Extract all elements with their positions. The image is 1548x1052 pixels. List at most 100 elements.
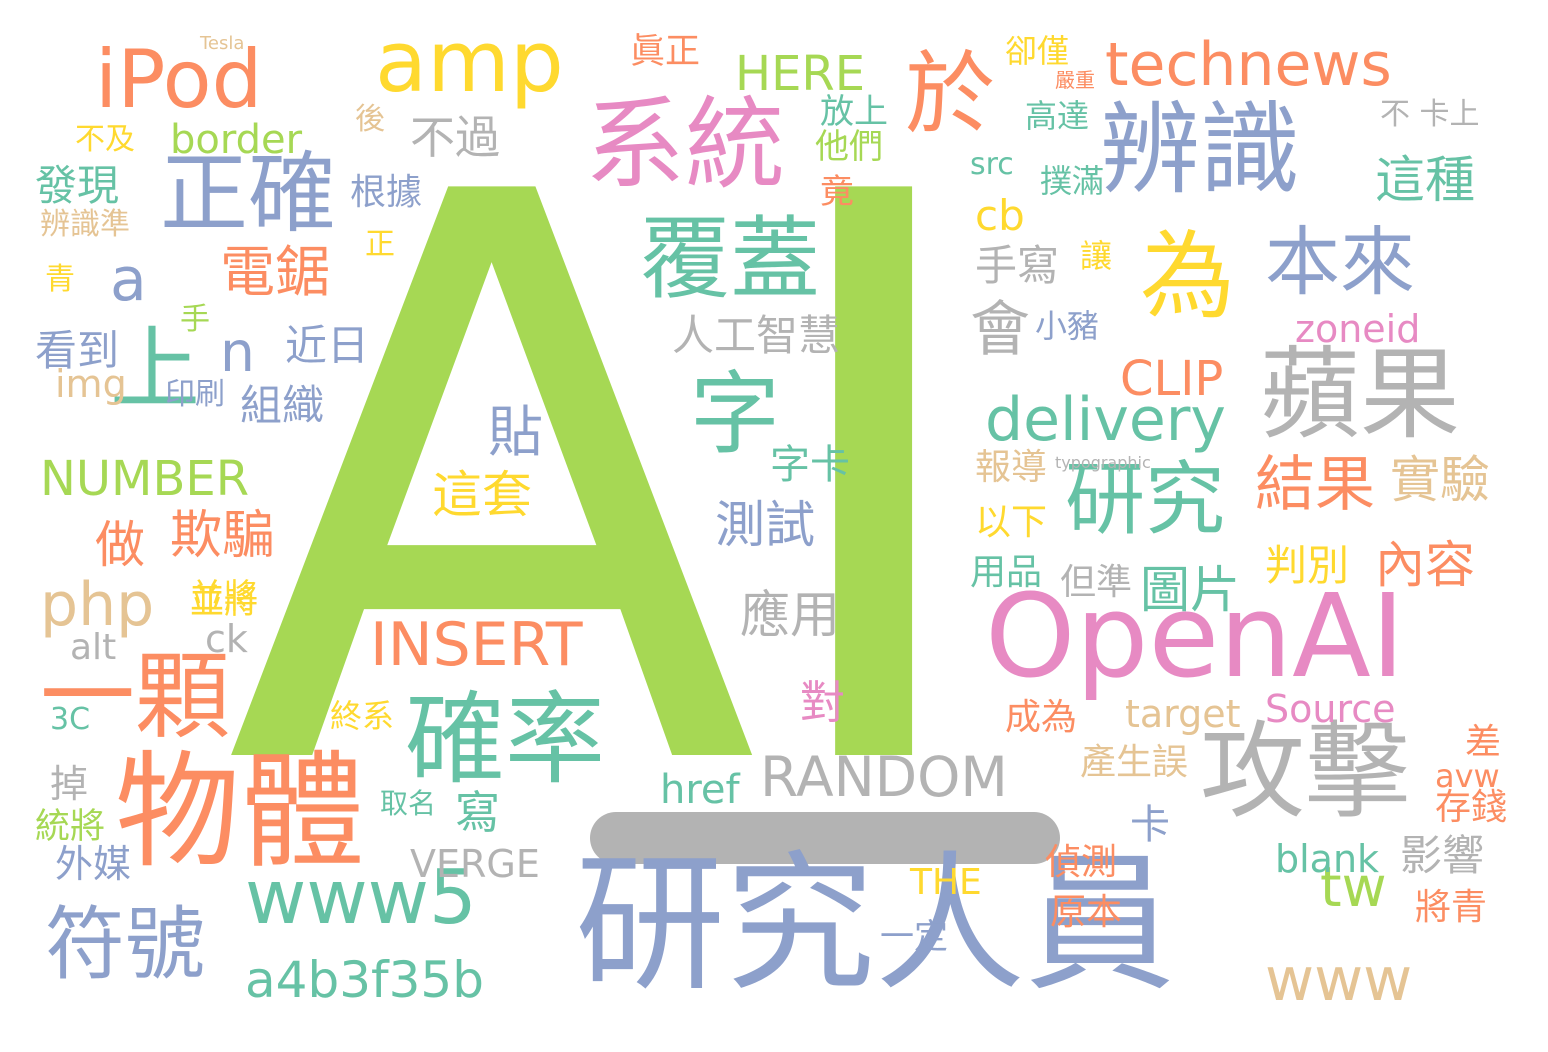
word-76: 產生誤 (1080, 742, 1189, 783)
word-48: a (110, 245, 147, 315)
word-18: iPod (95, 33, 263, 126)
word-ai: AI (225, 31, 989, 939)
word-69: blank (1275, 837, 1380, 881)
word-65: ck (205, 617, 248, 661)
word-72: 外媒 (55, 842, 132, 886)
word-62: cb (975, 191, 1025, 240)
word-61: zoneid (1295, 307, 1421, 351)
word-67: VERGE (410, 842, 540, 886)
word-54: 發現 (35, 161, 120, 210)
word-105: 不 卡上 (1380, 97, 1480, 132)
word-15: www5 (245, 853, 477, 941)
word-79: 差 (1465, 722, 1502, 763)
word-52: 近日 (285, 321, 370, 370)
word-110: 一定 (880, 917, 948, 957)
word-24: delivery (985, 385, 1226, 455)
word-102: 青 (45, 262, 75, 297)
word-93: 他們 (815, 127, 883, 167)
word-111: typographic (1055, 453, 1151, 472)
word-20: technews (1105, 30, 1392, 100)
word-23: a4b3f35b (245, 951, 484, 1009)
word-70: 對 (800, 676, 846, 729)
word-34: 欺騙 (170, 506, 275, 566)
word-113: 並將 (190, 582, 258, 622)
word-47: CLIP (1120, 351, 1224, 407)
word-22: 上 (110, 317, 200, 422)
word-3: OpenAI (985, 570, 1405, 704)
word-1: 研究人員 (575, 838, 1176, 1012)
word-21: 本來 (1265, 218, 1416, 306)
word-80: 存錢 (1435, 787, 1508, 828)
word-86: 讓 (1080, 237, 1113, 275)
word-77: 偵測 (1045, 842, 1118, 883)
word-38: 應用 (740, 586, 840, 644)
word-88: 用品 (970, 552, 1043, 593)
word-114: THE (910, 862, 982, 903)
word-75: 成為 (1005, 697, 1078, 738)
word-46: tw (1320, 855, 1387, 919)
word-87: 小豬 (1035, 307, 1100, 345)
word-82: avw (1435, 757, 1500, 795)
word-45: HERE (735, 46, 866, 102)
word-13: 正確 (160, 142, 337, 245)
word-57: 影響 (1400, 831, 1485, 880)
word-97: 3C (50, 702, 91, 737)
word-50: 做 (95, 516, 145, 574)
word-103: 正 (365, 227, 395, 262)
word-89: 但準 (1060, 562, 1133, 603)
word-41: 這套 (432, 466, 532, 524)
word-12: 字 (690, 362, 780, 467)
word-106: 卻僅 (1005, 32, 1070, 70)
word-39: 不過 (410, 111, 501, 164)
word-101: 辨識準 (40, 207, 130, 242)
word-44: NUMBER (40, 451, 250, 507)
word-66: border (170, 117, 303, 163)
word-95: 根據 (350, 172, 423, 213)
word-8: 確率 (405, 681, 605, 798)
word-58: 寫 (455, 786, 501, 839)
word-68: href (660, 767, 740, 813)
word-7: 系統 (585, 86, 785, 203)
word-9: 一顆 (40, 642, 231, 752)
word-33: 電鋸 (220, 240, 331, 304)
word-83: src (970, 147, 1014, 182)
word-14: 研究 (1065, 453, 1225, 546)
word-5: 蘋果 (1260, 336, 1460, 453)
word-17: amp (375, 13, 564, 112)
word-59: Source (1265, 687, 1396, 731)
word-60: target (1125, 692, 1241, 736)
word-27: INSERT (370, 610, 583, 680)
word-85: 高達 (1025, 97, 1090, 135)
word-64: alt (70, 627, 117, 668)
word-81: 將青 (1415, 887, 1488, 928)
word-36: 內容 (1375, 536, 1475, 594)
word-115: 並將 (190, 577, 258, 617)
word-49: n (220, 320, 255, 384)
word-16: 符號 (45, 898, 205, 991)
word-25: RANDOM (760, 745, 1008, 809)
word-11: 為 (1140, 222, 1236, 332)
word-100: 不及 (75, 122, 135, 157)
word-109: 取名 (380, 787, 437, 820)
word-53: 看到 (35, 326, 120, 375)
word-96: 印刷 (165, 377, 225, 412)
word-74: 統將 (35, 807, 106, 847)
word-42: 貼 (488, 400, 544, 464)
word-112: Tesla (200, 33, 245, 54)
word-37: 測試 (715, 496, 815, 554)
word-71: 卡 (1130, 802, 1170, 848)
word-10: 覆蓋 (640, 207, 820, 312)
gray-bar-decoration (590, 812, 1060, 864)
word-108: 終系 (330, 697, 395, 735)
word-29: 結果 (1255, 450, 1375, 520)
word-92: 放上 (820, 92, 888, 132)
word-43: 字卡 (770, 442, 850, 488)
word-6: 辨識 (1100, 91, 1300, 208)
word-31: 實驗 (1390, 451, 1490, 509)
word-107: 嚴重 (1055, 68, 1095, 92)
word-56: 判別 (1265, 541, 1350, 590)
word-84: 撲滿 (1040, 162, 1105, 200)
word-40: 人工智慧 (672, 311, 841, 360)
word-19: 於 (905, 42, 995, 147)
